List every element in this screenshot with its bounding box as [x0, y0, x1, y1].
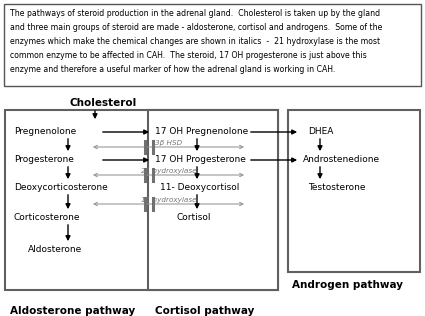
- Text: 17 OH Progesterone: 17 OH Progesterone: [155, 155, 246, 164]
- Text: Cortisol pathway: Cortisol pathway: [155, 306, 255, 316]
- Text: Cholesterol: Cholesterol: [70, 98, 137, 108]
- Bar: [148, 110, 278, 290]
- Text: Progesterone: Progesterone: [14, 155, 74, 164]
- Text: common enzyme to be affected in CAH.  The steroid, 17 OH progesterone is just ab: common enzyme to be affected in CAH. The…: [10, 51, 367, 60]
- Text: enzyme and therefore a useful marker of how the adrenal gland is working in CAH.: enzyme and therefore a useful marker of …: [10, 65, 335, 74]
- Bar: [288, 110, 420, 272]
- Text: Aldosterone pathway: Aldosterone pathway: [10, 306, 135, 316]
- Text: and three main groups of steroid are made - aldosterone, cortisol and androgens.: and three main groups of steroid are mad…: [10, 23, 382, 32]
- Text: Testosterone: Testosterone: [308, 183, 366, 192]
- Text: 17 OH Pregnenolone: 17 OH Pregnenolone: [155, 127, 248, 136]
- Text: 21 hydroxylase: 21 hydroxylase: [141, 168, 196, 174]
- Text: Pregnenolone: Pregnenolone: [14, 127, 76, 136]
- Text: Androgen pathway: Androgen pathway: [292, 280, 403, 290]
- Bar: [4, 4, 421, 86]
- Text: Deoxycorticosterone: Deoxycorticosterone: [14, 183, 108, 192]
- Text: enzymes which make the chemical changes are shown in italics  -  21 hydroxylase : enzymes which make the chemical changes …: [10, 37, 380, 46]
- Text: DHEA: DHEA: [308, 127, 333, 136]
- Text: Aldosterone: Aldosterone: [28, 245, 82, 254]
- Text: 3β HSD: 3β HSD: [155, 140, 182, 146]
- Text: The pathways of steroid production in the adrenal gland.  Cholesterol is taken u: The pathways of steroid production in th…: [10, 9, 380, 18]
- Text: Cortisol: Cortisol: [177, 213, 212, 222]
- Text: Androstenedione: Androstenedione: [303, 155, 380, 164]
- Text: Corticosterone: Corticosterone: [14, 213, 80, 222]
- Bar: [5, 110, 278, 290]
- Text: 11 hydroxylase: 11 hydroxylase: [141, 197, 196, 203]
- Text: 11- Deoxycortisol: 11- Deoxycortisol: [160, 183, 239, 192]
